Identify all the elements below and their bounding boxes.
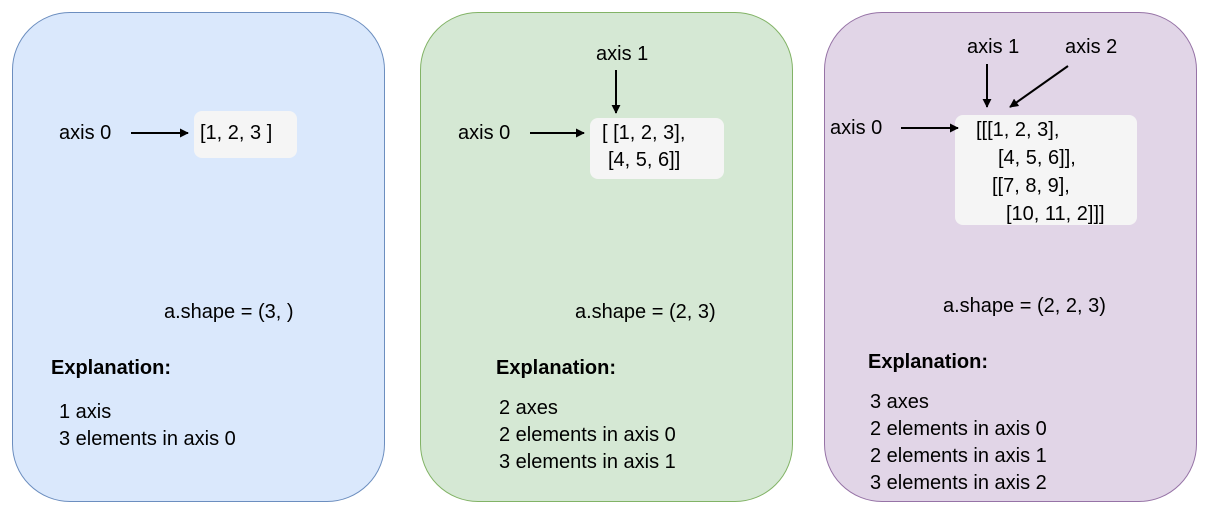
axis0-label-3d: axis 0 (830, 117, 883, 139)
explanation-line-1d-1: 1 axis (59, 401, 112, 423)
array-line-3d-1: [[[1, 2, 3], (976, 119, 1060, 141)
axis0-label-2d: axis 0 (458, 122, 511, 144)
axis1-label-3d: axis 1 (967, 36, 1020, 58)
explanation-line-3d-1: 3 axes (870, 391, 929, 413)
axis1-label-2d: axis 1 (596, 43, 649, 65)
array-line-1d-1: [1, 2, 3 ] (200, 122, 273, 144)
explanation-line-3d-2: 2 elements in axis 0 (870, 418, 1047, 440)
explanation-title-2d: Explanation: (496, 357, 617, 379)
array-box-3d (955, 115, 1137, 225)
array-line-3d-3: [[7, 8, 9], (992, 175, 1070, 197)
array-line-2d-2: [4, 5, 6]] (608, 149, 681, 171)
explanation-line-2d-1: 2 axes (499, 397, 558, 419)
shape-3d: a.shape = (2, 2, 3) (943, 295, 1106, 317)
explanation-line-2d-3: 3 elements in axis 1 (499, 451, 676, 473)
explanation-line-3d-4: 3 elements in axis 2 (870, 472, 1047, 494)
panel-3d (824, 12, 1197, 502)
explanation-line-1d-2: 3 elements in axis 0 (59, 428, 236, 450)
array-line-3d-2: [4, 5, 6]], (998, 147, 1076, 169)
panel-2d (420, 12, 793, 502)
shape-1d: a.shape = (3, ) (164, 301, 294, 323)
axis0-label-1d: axis 0 (59, 122, 112, 144)
axis2-label-3d: axis 2 (1065, 36, 1118, 58)
array-box-1d (194, 111, 297, 158)
explanation-line-2d-2: 2 elements in axis 0 (499, 424, 676, 446)
array-line-3d-4: [10, 11, 2]]] (1006, 203, 1105, 225)
shape-2d: a.shape = (2, 3) (575, 301, 716, 323)
array-box-2d (590, 118, 724, 179)
panel-1d (12, 12, 385, 502)
arrow-axis2-3d (1009, 65, 1069, 108)
array-line-2d-1: [ [1, 2, 3], (602, 122, 686, 144)
explanation-title-3d: Explanation: (868, 351, 989, 373)
explanation-line-3d-3: 2 elements in axis 1 (870, 445, 1047, 467)
explanation-title-1d: Explanation: (51, 357, 172, 379)
